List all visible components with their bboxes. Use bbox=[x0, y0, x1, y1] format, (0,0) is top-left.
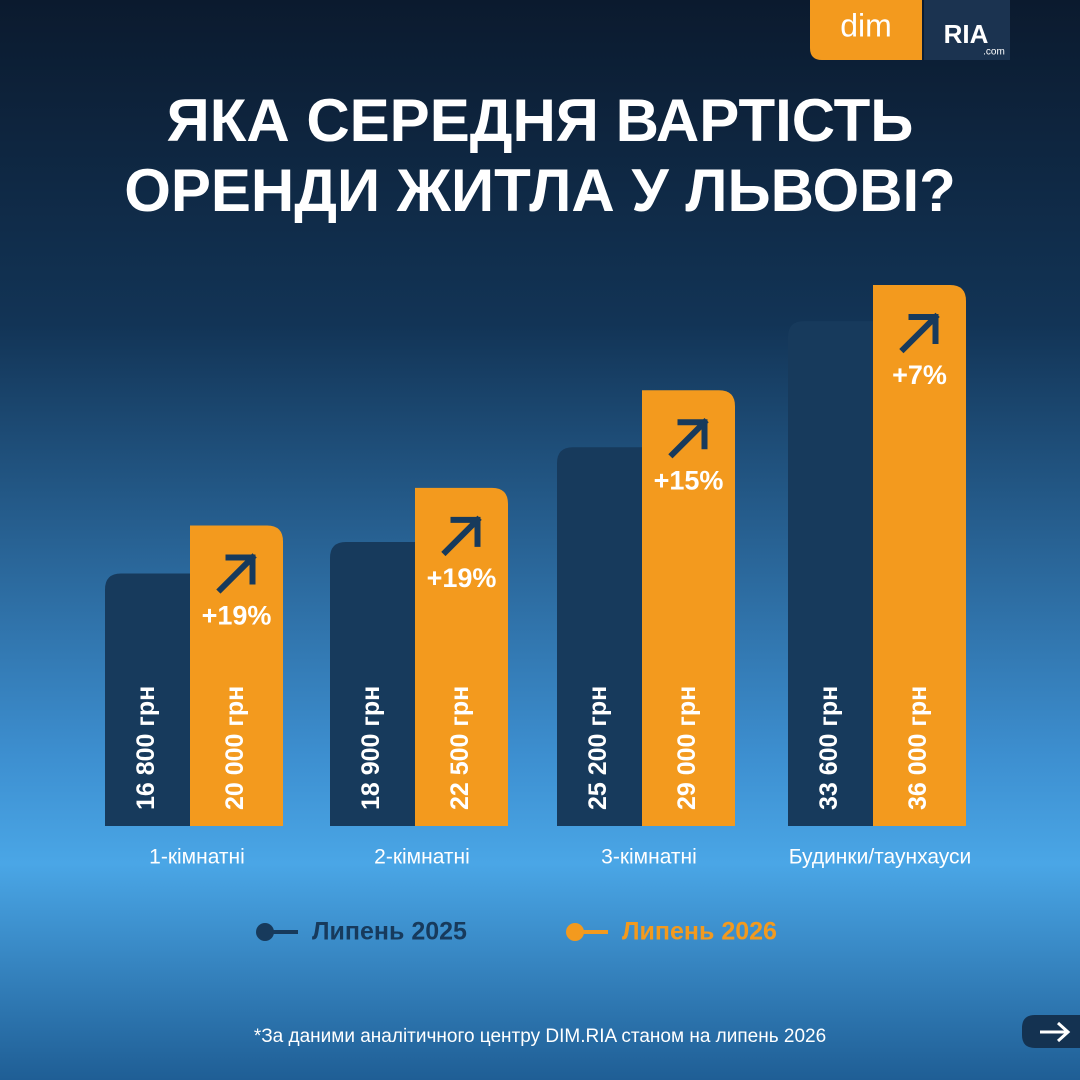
legend-label: Липень 2026 bbox=[622, 918, 777, 946]
value-label: 25 200 грн bbox=[584, 686, 612, 810]
value-label: 33 600 грн bbox=[815, 686, 843, 810]
growth-label: +19% bbox=[202, 601, 272, 631]
bar bbox=[557, 447, 642, 826]
title-line: ОРЕНДИ ЖИТЛА У ЛЬВОВІ? bbox=[124, 157, 956, 224]
bar bbox=[105, 573, 190, 826]
category-label: Будинки/таунхауси bbox=[789, 846, 972, 869]
value-label: 29 000 грн bbox=[673, 686, 701, 810]
growth-arrow bbox=[668, 417, 709, 459]
growth-label: +19% bbox=[427, 563, 497, 593]
bar bbox=[330, 541, 415, 826]
title-line: ЯКА СЕРЕДНЯ ВАРТІСТЬ bbox=[167, 87, 914, 154]
category-label: 3-кімнатні bbox=[601, 846, 697, 869]
growth-arrow bbox=[441, 515, 482, 557]
bar bbox=[873, 285, 966, 826]
growth-arrow bbox=[216, 553, 257, 594]
bar bbox=[415, 487, 508, 826]
category-label: 2-кімнатні bbox=[374, 846, 470, 869]
logo: dim RIA .com bbox=[810, 0, 1010, 60]
footnote: *За даними аналітичного центру DIM.RIA с… bbox=[254, 1026, 826, 1047]
next-button[interactable] bbox=[1022, 1015, 1080, 1048]
growth-label: +15% bbox=[654, 465, 724, 495]
value-label: 20 000 грн bbox=[221, 686, 249, 810]
growth-label: +7% bbox=[892, 360, 947, 390]
growth-arrow bbox=[899, 312, 940, 354]
value-label: 18 900 грн bbox=[357, 686, 385, 810]
logo-com: .com bbox=[983, 47, 1005, 58]
value-label: 36 000 грн bbox=[904, 686, 932, 810]
logo-ria: RIA bbox=[944, 19, 989, 49]
category-label: 1-кімнатні bbox=[149, 846, 245, 869]
legend-label: Липень 2025 bbox=[312, 918, 467, 946]
bar bbox=[190, 525, 283, 826]
bar bbox=[788, 321, 873, 826]
value-label: 16 800 грн bbox=[132, 686, 160, 810]
logo-left-box bbox=[810, 0, 922, 60]
next-arrow[interactable] bbox=[1040, 1021, 1071, 1043]
bar bbox=[642, 390, 735, 826]
logo-dim: dim bbox=[840, 7, 892, 43]
logo-right-box bbox=[924, 0, 1010, 60]
value-label: 22 500 грн bbox=[446, 686, 474, 810]
